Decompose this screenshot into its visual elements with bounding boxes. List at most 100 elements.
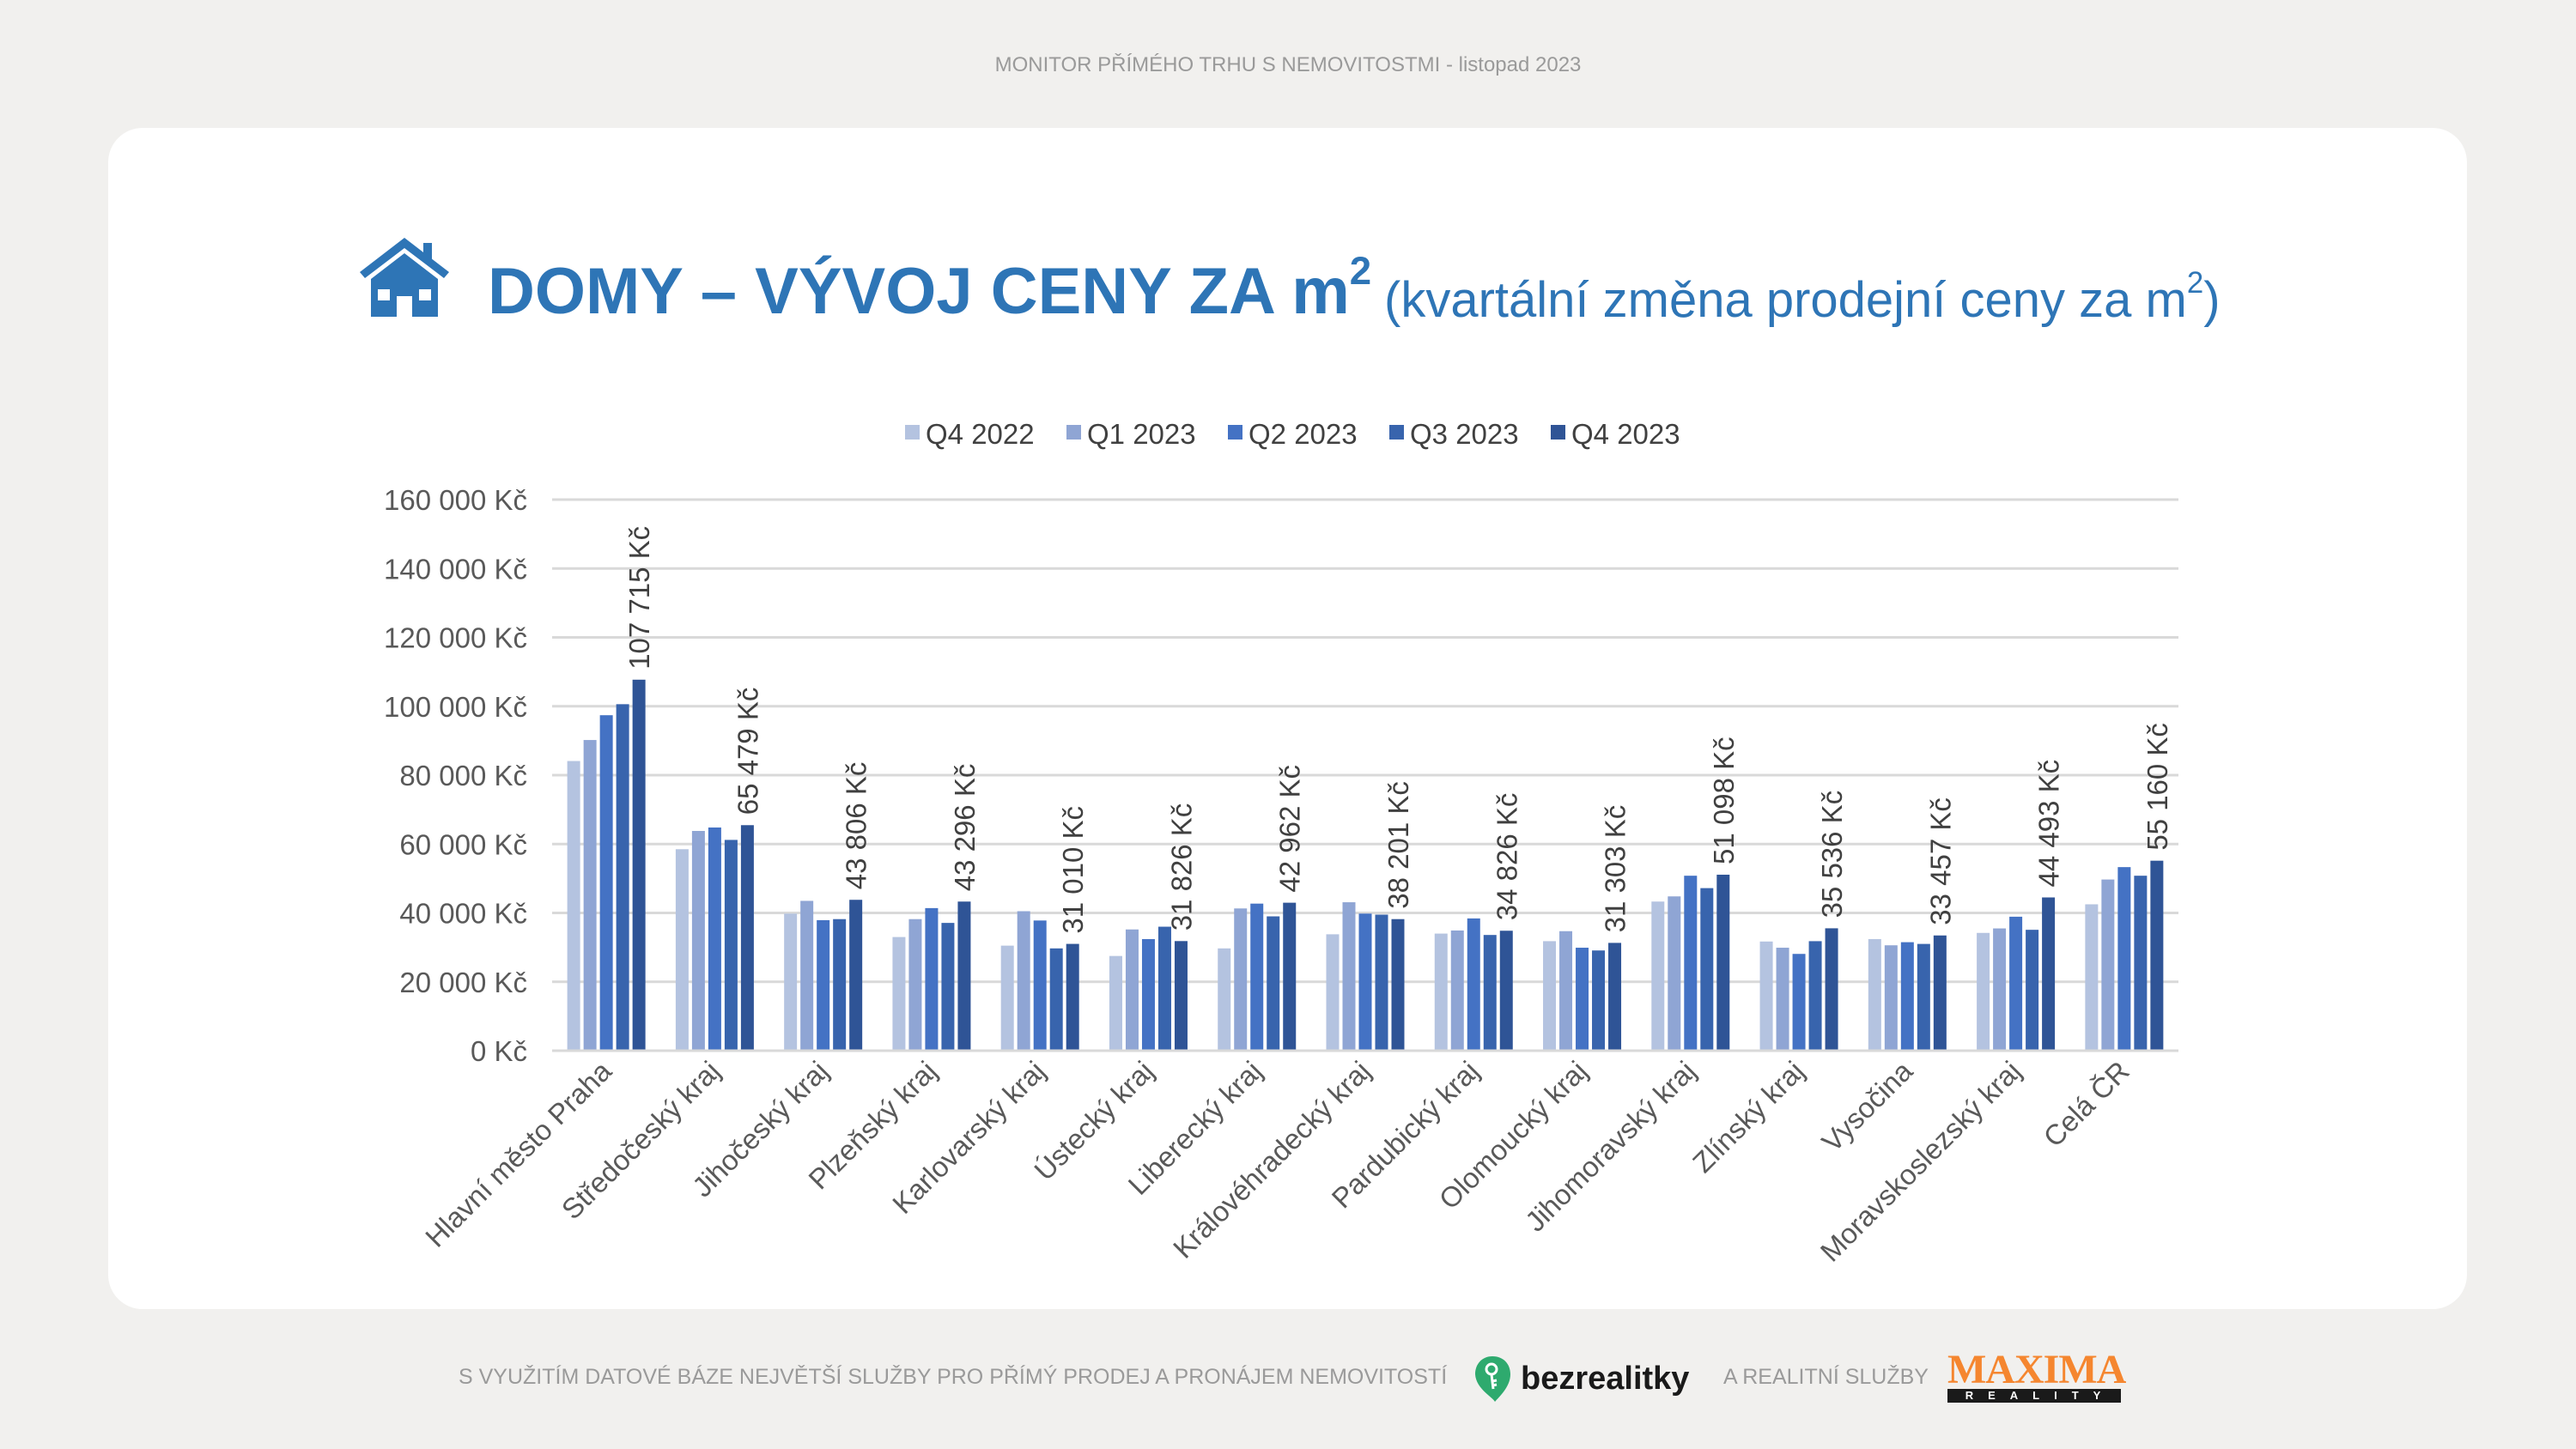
bar-q3-2023 xyxy=(833,919,847,1051)
bar-q4-2023 xyxy=(1825,928,1838,1051)
bar-q4-2022 xyxy=(1868,938,1881,1051)
legend-swatch xyxy=(1551,425,1565,440)
bar-q1-2023 xyxy=(908,919,922,1051)
bar-q4-2023 xyxy=(1499,931,1513,1051)
data-label: 35 536 Kč xyxy=(1816,791,1848,919)
bar-q1-2023 xyxy=(1993,928,2007,1051)
bar-q4-2023 xyxy=(1716,874,1730,1051)
bar-q4-2023 xyxy=(1174,941,1188,1051)
bar-q3-2023 xyxy=(1592,950,1606,1051)
bar-q2-2023 xyxy=(708,827,721,1051)
bar-q3-2023 xyxy=(1808,941,1822,1051)
bar-q4-2022 xyxy=(1977,932,1990,1051)
bar-q1-2023 xyxy=(1017,911,1030,1051)
bar-q4-2023 xyxy=(1391,919,1405,1051)
page-title: DOMY – VÝVOJ CENY ZA m2 xyxy=(488,249,1372,328)
y-tick-label: 140 000 Kč xyxy=(384,553,527,585)
bar-q4-2022 xyxy=(1759,941,1773,1051)
legend-label: Q4 2022 xyxy=(926,418,1035,450)
key-pin-icon xyxy=(1475,1356,1510,1402)
bar-q2-2023 xyxy=(1576,948,1589,1051)
footer-and-text: A REALITNÍ SLUŽBY xyxy=(1723,1365,1929,1389)
data-label: 31 010 Kč xyxy=(1057,806,1089,934)
x-tick-label: Zlínský kraj xyxy=(1686,1055,1810,1179)
y-tick-label: 100 000 Kč xyxy=(384,691,527,723)
legend-swatch xyxy=(1066,425,1081,440)
footer-text: S VYUŽITÍM DATOVÉ BÁZE NEJVĚTŠÍ SLUŽBY P… xyxy=(459,1365,1448,1389)
chart-card xyxy=(108,128,2467,1309)
bar-q3-2023 xyxy=(724,840,738,1051)
house-icon xyxy=(360,238,449,317)
bar-q4-2022 xyxy=(1434,933,1448,1051)
bar-q4-2022 xyxy=(1218,948,1231,1051)
bar-q1-2023 xyxy=(691,831,705,1051)
data-label: 34 826 Kč xyxy=(1491,793,1522,921)
bar-q2-2023 xyxy=(1684,876,1698,1051)
x-tick-label: Vysočina xyxy=(1815,1054,1918,1157)
bar-q4-2023 xyxy=(1608,943,1622,1051)
bar-q1-2023 xyxy=(1342,902,1356,1051)
bar-q1-2023 xyxy=(1668,896,1681,1051)
bezrealitky-logo: bezrealitky xyxy=(1473,1355,1689,1403)
bar-q2-2023 xyxy=(1792,954,1806,1051)
y-tick-label: 120 000 Kč xyxy=(384,622,527,654)
bar-q4-2022 xyxy=(1000,945,1014,1051)
x-tick-label: Královéhradecký kraj xyxy=(1167,1055,1376,1264)
bar-q1-2023 xyxy=(1234,908,1248,1051)
bar-q2-2023 xyxy=(1900,942,1914,1051)
bar-q4-2023 xyxy=(632,679,646,1051)
bar-q4-2022 xyxy=(675,849,689,1051)
bar-q3-2023 xyxy=(1267,916,1280,1051)
bar-q2-2023 xyxy=(2117,867,2131,1051)
x-tick-label: Moravskoslezský kraj xyxy=(1814,1055,2027,1268)
bar-q4-2023 xyxy=(2150,860,2164,1051)
bar-q3-2023 xyxy=(1917,943,1930,1051)
bar-q4-2023 xyxy=(957,901,971,1051)
data-label: 44 493 Kč xyxy=(2033,760,2065,888)
data-label: 31 826 Kč xyxy=(1165,803,1197,931)
bar-q4-2023 xyxy=(849,900,863,1051)
bar-q3-2023 xyxy=(941,923,955,1051)
bar-q4-2022 xyxy=(1651,901,1665,1051)
y-tick-label: 0 Kč xyxy=(471,1035,527,1067)
bar-q2-2023 xyxy=(925,907,939,1051)
y-tick-label: 60 000 Kč xyxy=(399,828,527,860)
legend-label: Q2 2023 xyxy=(1249,418,1358,450)
legend-swatch xyxy=(1389,425,1404,440)
bar-q1-2023 xyxy=(2101,879,2115,1051)
bar-q2-2023 xyxy=(1358,913,1372,1051)
legend-label: Q4 2023 xyxy=(1571,418,1680,450)
bar-q3-2023 xyxy=(1483,935,1497,1051)
bar-q4-2022 xyxy=(2085,904,2099,1051)
bar-q2-2023 xyxy=(599,715,613,1051)
bar-q1-2023 xyxy=(1125,929,1139,1051)
bar-q2-2023 xyxy=(817,919,830,1051)
legend-label: Q1 2023 xyxy=(1087,418,1196,450)
bar-q1-2023 xyxy=(1450,930,1464,1051)
bar-q1-2023 xyxy=(1884,945,1898,1051)
bar-q4-2023 xyxy=(1283,902,1297,1051)
data-label: 31 303 Kč xyxy=(1600,805,1631,933)
y-tick-label: 160 000 Kč xyxy=(384,484,527,516)
bar-q4-2023 xyxy=(740,825,754,1051)
maxima-logo: MAXIMA REALITY xyxy=(1947,1347,2126,1403)
data-label: 43 806 Kč xyxy=(841,762,872,890)
bar-q3-2023 xyxy=(1700,888,1714,1051)
bar-q4-2022 xyxy=(567,761,580,1051)
data-label: 33 457 Kč xyxy=(1924,797,1956,925)
bar-q2-2023 xyxy=(1250,903,1264,1051)
bar-q3-2023 xyxy=(616,704,629,1051)
bar-q4-2023 xyxy=(2042,897,2056,1051)
page-subtitle: (kvartální změna prodejní ceny za m2) xyxy=(1384,266,2221,328)
data-label: 38 201 Kč xyxy=(1382,781,1414,909)
y-tick-label: 40 000 Kč xyxy=(399,898,527,930)
legend-swatch xyxy=(1228,425,1242,440)
bar-q4-2023 xyxy=(1933,935,1947,1051)
data-label: 42 962 Kč xyxy=(1274,765,1306,893)
report-header: MONITOR PŘÍMÉHO TRHU S NEMOVITOSTMI - li… xyxy=(994,53,1582,76)
data-label: 107 715 Kč xyxy=(623,526,655,670)
y-tick-label: 80 000 Kč xyxy=(399,760,527,791)
bar-q1-2023 xyxy=(1776,948,1789,1051)
bar-q2-2023 xyxy=(1467,918,1480,1051)
